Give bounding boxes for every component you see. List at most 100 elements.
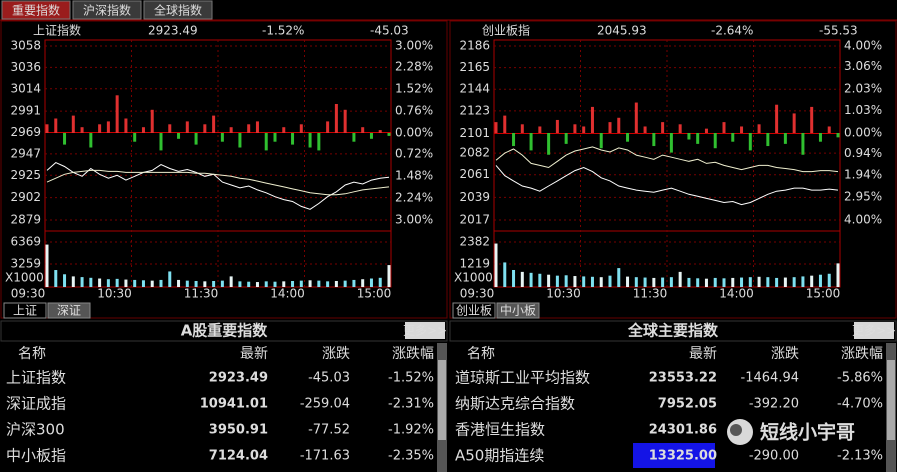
y2-tick-label: 1.94% [844,168,882,182]
index-price: 2923.49 [148,24,198,38]
y-tick-label: 2017 [459,213,490,227]
strength-bar [704,128,708,133]
table-cell: 上证指数 [6,369,66,387]
strength-bar [529,133,533,151]
volume-bar [713,277,717,287]
strength-bar [555,119,559,133]
volume-bar [247,281,251,287]
strength-bar [564,133,568,144]
table-cell: -4.70% [837,397,883,412]
more-label[interactable]: 更多>> [852,324,896,338]
volume-bar [106,279,110,287]
volume-bar [573,276,577,287]
strength-bar [229,127,233,133]
strength-bar [203,124,207,133]
volume-bar [564,275,568,287]
strength-bar [512,133,516,147]
sub-tab[interactable] [47,302,91,319]
table-cell: 沪深300 [6,421,65,439]
volume-bar [696,278,700,287]
strength-bar [582,126,586,133]
tab[interactable] [143,0,213,20]
sub-tab[interactable] [452,302,496,319]
volume-bar [626,276,630,287]
sub-tab-label[interactable]: 上证 [13,304,37,318]
volume-bar [343,280,347,287]
sub-tab-label[interactable]: 创业板 [456,304,492,318]
strength-bar [150,109,154,133]
strength-bar [89,133,93,148]
y2-tick-label: 1.03% [844,103,882,117]
more-button[interactable] [854,322,894,339]
table-cell: 道琼斯工业平均指数 [455,369,590,387]
y-tick-label: 3014 [10,81,41,95]
volume-bar [792,277,796,287]
sub-tab-label[interactable]: 深证 [57,304,81,318]
column-header: 涨跌 [322,346,350,362]
volume-bar [369,278,373,287]
sub-tab-label[interactable]: 中小板 [500,303,536,318]
y2-tick-label: 0.72% [395,146,433,160]
more-label[interactable]: 更多>> [403,324,447,338]
strength-bar [317,133,321,151]
volume-bar [194,280,198,287]
volume-bar [378,277,382,287]
volume-bar [133,279,137,287]
strength-bar [387,133,391,136]
y-tick-label: 2925 [10,168,41,182]
volume-bar [766,277,770,287]
volume-bar [590,276,594,287]
table-cell: 13325.00 [649,449,717,464]
tab-label[interactable]: 沪深指数 [83,3,131,18]
strength-bar [687,133,691,140]
table-cell: 7952.05 [658,397,717,412]
y-tick-label: 2082 [459,146,490,160]
volume-bar [704,278,708,287]
strength-bar [652,133,656,147]
index-change: -45.03 [370,24,409,38]
tab[interactable] [72,0,142,20]
y2-tick-label: 4.00% [844,39,882,53]
sub-tab[interactable] [3,302,47,319]
more-button[interactable] [405,322,445,339]
volume-bar [387,265,391,287]
table-cell: -5.86% [837,371,883,386]
volume-bar [80,277,84,287]
strength-bar [757,124,761,133]
table-cell: 10941.01 [200,397,268,412]
table-cell: 7124.04 [209,449,268,464]
scroll-thumb[interactable] [438,360,446,440]
tab-label[interactable]: 重要指数 [12,3,60,18]
strength-bar [520,124,524,133]
x-tick-label: 15:00 [806,287,841,301]
column-header: 涨跌幅 [392,346,434,362]
strength-bar [352,133,356,142]
table-title-bar [0,320,448,342]
volume-bar [159,279,163,287]
strength-bar [669,133,673,153]
y2-tick-label: 0.00% [395,126,433,140]
tab[interactable] [1,0,71,20]
y-tick-label: 2165 [459,60,490,74]
sub-tab[interactable] [496,302,540,319]
watermark-icon-inner [730,424,742,436]
tab-label[interactable]: 全球指数 [154,3,202,18]
strength-bar [836,133,840,138]
volume-bar [494,243,498,287]
volume-bar [89,277,93,287]
x-tick-label: 15:00 [357,287,392,301]
strength-bar [106,121,110,133]
watermark: 短线小宇哥 [760,421,855,444]
scroll-thumb[interactable] [887,360,895,440]
volume-bar [678,271,682,287]
strength-bar [71,115,75,133]
volume-bar [229,276,233,287]
volume-bar [308,280,312,287]
strength-bar [783,133,787,144]
index-name: 创业板指 [482,23,530,38]
volume-bar [599,277,603,287]
volume-bar [264,281,268,287]
